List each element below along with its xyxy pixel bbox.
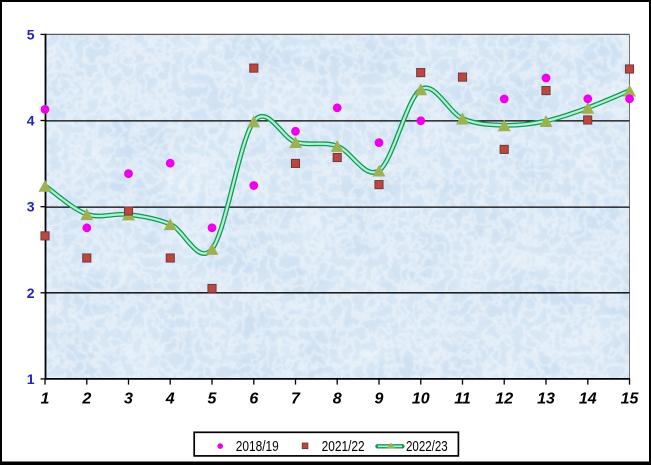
svg-text:3: 3: [124, 390, 133, 407]
svg-text:6: 6: [249, 390, 258, 407]
svg-text:4: 4: [27, 113, 35, 129]
svg-text:2018/19: 2018/19: [236, 439, 279, 455]
svg-text:14: 14: [579, 390, 597, 407]
svg-text:1: 1: [27, 371, 35, 387]
svg-text:8: 8: [333, 390, 342, 407]
svg-text:7: 7: [291, 390, 301, 407]
svg-text:15: 15: [621, 390, 640, 407]
svg-text:13: 13: [537, 390, 555, 407]
svg-text:1: 1: [41, 390, 50, 407]
svg-text:2021/22: 2021/22: [322, 439, 365, 455]
svg-text:3: 3: [27, 199, 35, 215]
svg-text:10: 10: [412, 390, 430, 407]
svg-text:5: 5: [27, 26, 35, 42]
svg-text:2: 2: [27, 285, 35, 301]
svg-text:2022/23: 2022/23: [406, 439, 448, 455]
svg-text:5: 5: [208, 390, 218, 407]
svg-text:11: 11: [454, 390, 471, 407]
svg-text:12: 12: [495, 390, 513, 407]
svg-text:4: 4: [165, 390, 175, 407]
svg-text:2: 2: [81, 390, 91, 407]
svg-text:9: 9: [375, 390, 384, 407]
